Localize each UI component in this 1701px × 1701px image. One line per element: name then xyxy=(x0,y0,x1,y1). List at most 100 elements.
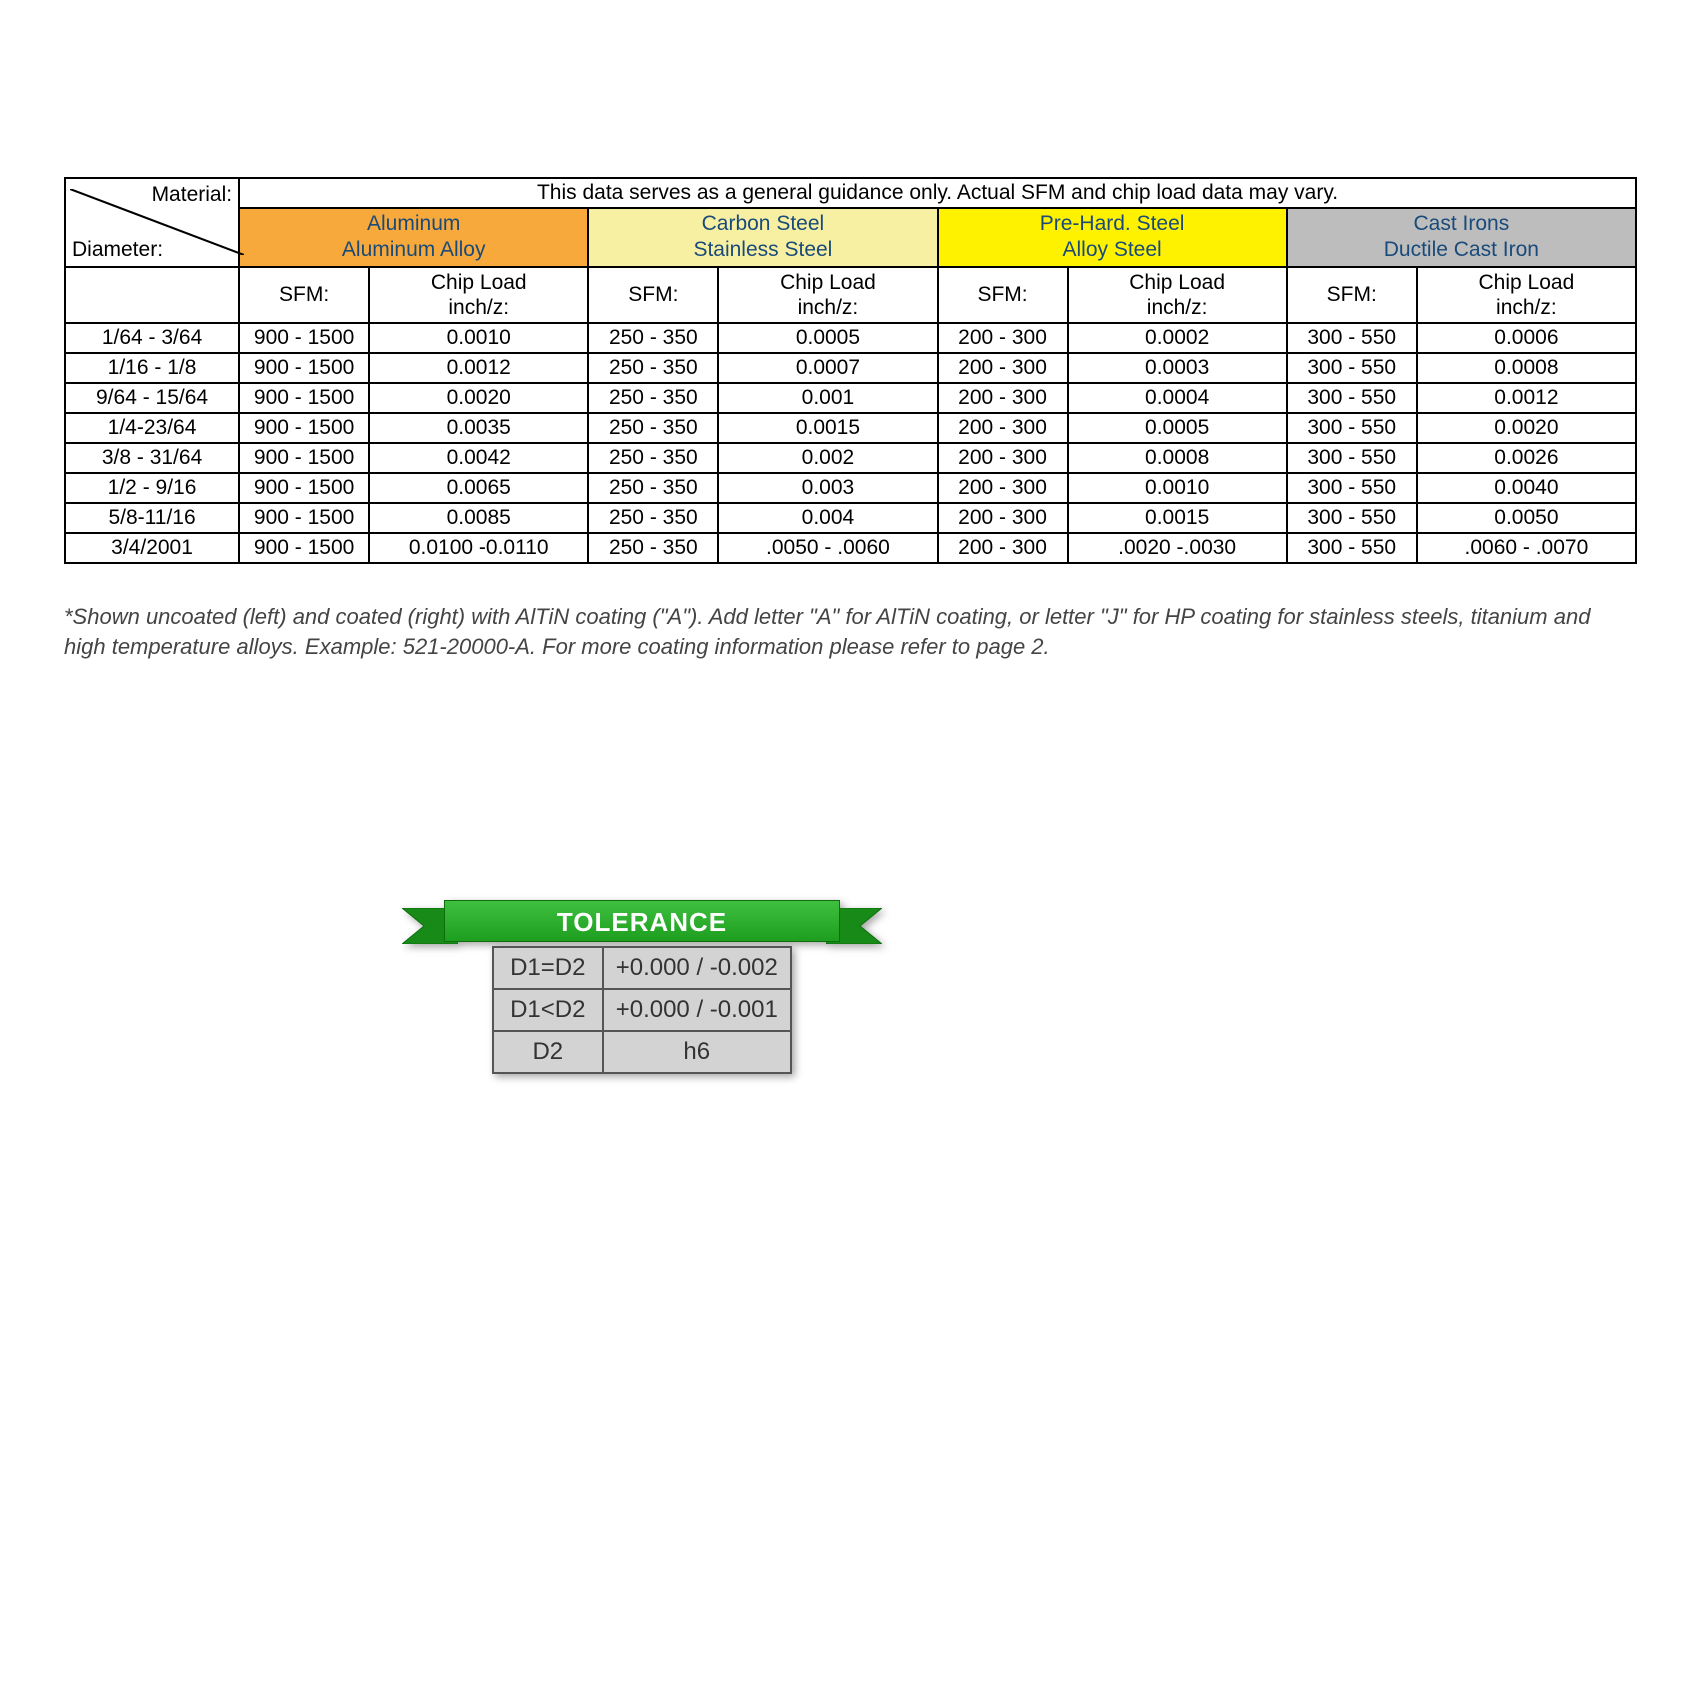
chipload-cell: 0.0042 xyxy=(369,443,588,473)
chipload-cell: 0.0010 xyxy=(369,323,588,353)
diameter-cell: 3/8 - 31/64 xyxy=(65,443,239,473)
chipload-cell: 0.0020 xyxy=(369,383,588,413)
diameter-cell: 3/4/2001 xyxy=(65,533,239,563)
sfm-cell: 900 - 1500 xyxy=(239,473,369,503)
matgroup-line2: Aluminum Alloy xyxy=(342,238,486,261)
sfm-cell: 900 - 1500 xyxy=(239,353,369,383)
sfm-cell: 200 - 300 xyxy=(938,473,1068,503)
sfm-cell: 900 - 1500 xyxy=(239,533,369,563)
matgroup-line1: Aluminum xyxy=(367,212,460,235)
sfm-cell: 300 - 550 xyxy=(1287,353,1417,383)
diameter-cell: 1/2 - 9/16 xyxy=(65,473,239,503)
sfm-cell: 900 - 1500 xyxy=(239,413,369,443)
sfm-cell: 200 - 300 xyxy=(938,533,1068,563)
sfm-cell: 250 - 350 xyxy=(588,443,718,473)
sfm-cell: 250 - 350 xyxy=(588,323,718,353)
subheader-chipload: Chip Load inch/z: xyxy=(1068,267,1287,323)
matgroup-cast-irons: Cast Irons Ductile Cast Iron xyxy=(1287,208,1636,267)
sfm-cell: 200 - 300 xyxy=(938,413,1068,443)
sfm-cell: 250 - 350 xyxy=(588,533,718,563)
tolerance-value: +0.000 / -0.001 xyxy=(603,989,791,1031)
chipload-cell: 0.0010 xyxy=(1068,473,1287,503)
chipload-cell: 0.0015 xyxy=(1068,503,1287,533)
material-group-row: Aluminum Aluminum Alloy Carbon Steel Sta… xyxy=(65,208,1636,267)
sfm-cell: 250 - 350 xyxy=(588,353,718,383)
sfm-cell: 900 - 1500 xyxy=(239,503,369,533)
sfm-cell: 300 - 550 xyxy=(1287,413,1417,443)
chipload-cell: 0.0100 -0.0110 xyxy=(369,533,588,563)
matgroup-line2: Stainless Steel xyxy=(693,238,832,261)
sfm-cell: 900 - 1500 xyxy=(239,443,369,473)
table-row: 1/2 - 9/16900 - 15000.0065250 - 3500.003… xyxy=(65,473,1636,503)
chipload-cell: 0.0004 xyxy=(1068,383,1287,413)
tolerance-key: D1<D2 xyxy=(493,989,603,1031)
sfm-cell: 300 - 550 xyxy=(1287,443,1417,473)
chipload-cell: 0.001 xyxy=(718,383,937,413)
chipload-cell: 0.0008 xyxy=(1068,443,1287,473)
chipload-cell: 0.0006 xyxy=(1417,323,1636,353)
sfm-cell: 900 - 1500 xyxy=(239,323,369,353)
tolerance-key: D2 xyxy=(493,1031,603,1073)
chipload-cell: 0.0020 xyxy=(1417,413,1636,443)
subheader-row: SFM: Chip Load inch/z: SFM: Chip Load in… xyxy=(65,267,1636,323)
subheader-chipload: Chip Load inch/z: xyxy=(1417,267,1636,323)
tolerance-row: D1<D2+0.000 / -0.001 xyxy=(493,989,791,1031)
tolerance-value: h6 xyxy=(603,1031,791,1073)
subheader-sfm: SFM: xyxy=(938,267,1068,323)
sfm-cell: 250 - 350 xyxy=(588,503,718,533)
sfm-cell: 200 - 300 xyxy=(938,323,1068,353)
sfm-cell: 200 - 300 xyxy=(938,443,1068,473)
chipload-cell: 0.0007 xyxy=(718,353,937,383)
sfm-cell: 900 - 1500 xyxy=(239,383,369,413)
sfm-cell: 200 - 300 xyxy=(938,383,1068,413)
tolerance-value: +0.000 / -0.002 xyxy=(603,947,791,989)
tolerance-banner: TOLERANCE xyxy=(444,900,840,946)
subheader-sfm: SFM: xyxy=(1287,267,1417,323)
chipload-cell: 0.0026 xyxy=(1417,443,1636,473)
chipload-cell: 0.0002 xyxy=(1068,323,1287,353)
chipload-cell: 0.0012 xyxy=(369,353,588,383)
chipload-cell: .0020 -.0030 xyxy=(1068,533,1287,563)
sfm-cell: 300 - 550 xyxy=(1287,383,1417,413)
table-row: 5/8-11/16900 - 15000.0085250 - 3500.0042… xyxy=(65,503,1636,533)
material-label: Material: xyxy=(152,183,233,207)
table-row: 1/16 - 1/8900 - 15000.0012250 - 3500.000… xyxy=(65,353,1636,383)
chipload-cell: .0060 - .0070 xyxy=(1417,533,1636,563)
tolerance-table: D1=D2+0.000 / -0.002D1<D2+0.000 / -0.001… xyxy=(492,946,792,1074)
subheader-blank xyxy=(65,267,239,323)
table-row: 9/64 - 15/64900 - 15000.0020250 - 3500.0… xyxy=(65,383,1636,413)
sfm-cell: 300 - 550 xyxy=(1287,503,1417,533)
matgroup-line1: Carbon Steel xyxy=(702,212,825,235)
chipload-cell: 0.0040 xyxy=(1417,473,1636,503)
sfm-cell: 300 - 550 xyxy=(1287,323,1417,353)
diameter-label: Diameter: xyxy=(72,238,163,262)
chipload-cell: 0.0012 xyxy=(1417,383,1636,413)
sfm-cell: 200 - 300 xyxy=(938,503,1068,533)
matgroup-aluminum: Aluminum Aluminum Alloy xyxy=(239,208,588,267)
tolerance-block: TOLERANCE D1=D2+0.000 / -0.002D1<D2+0.00… xyxy=(444,900,840,1074)
sfm-cell: 200 - 300 xyxy=(938,353,1068,383)
chipload-cell: 0.0005 xyxy=(1068,413,1287,443)
subheader-sfm: SFM: xyxy=(239,267,369,323)
speeds-feeds-table: Material: Diameter: This data serves as … xyxy=(64,177,1637,564)
chipload-cell: 0.0003 xyxy=(1068,353,1287,383)
chipload-cell: 0.0005 xyxy=(718,323,937,353)
table-row: 3/8 - 31/64900 - 15000.0042250 - 350 0.00… xyxy=(65,443,1636,473)
chipload-cell: 0.003 xyxy=(718,473,937,503)
chipload-cell: 0.0085 xyxy=(369,503,588,533)
matgroup-prehard-steel: Pre-Hard. Steel Alloy Steel xyxy=(938,208,1287,267)
tolerance-row: D1=D2+0.000 / -0.002 xyxy=(493,947,791,989)
diameter-cell: 1/64 - 3/64 xyxy=(65,323,239,353)
table-row: 1/4-23/64900 - 15000.0035250 - 3500.0015… xyxy=(65,413,1636,443)
diameter-cell: 1/4-23/64 xyxy=(65,413,239,443)
chipload-cell: .0050 - .0060 xyxy=(718,533,937,563)
sfm-cell: 250 - 350 xyxy=(588,413,718,443)
table-row: 1/64 - 3/64900 - 15000.0010250 - 3500.00… xyxy=(65,323,1636,353)
matgroup-line1: Cast Irons xyxy=(1414,212,1510,235)
coating-footnote: *Shown uncoated (left) and coated (right… xyxy=(64,602,1637,661)
corner-material-diameter: Material: Diameter: xyxy=(65,178,239,267)
sfm-cell: 250 - 350 xyxy=(588,383,718,413)
chipload-cell: 0.0050 xyxy=(1417,503,1636,533)
subheader-sfm: SFM: xyxy=(588,267,718,323)
sfm-cell: 300 - 550 xyxy=(1287,533,1417,563)
